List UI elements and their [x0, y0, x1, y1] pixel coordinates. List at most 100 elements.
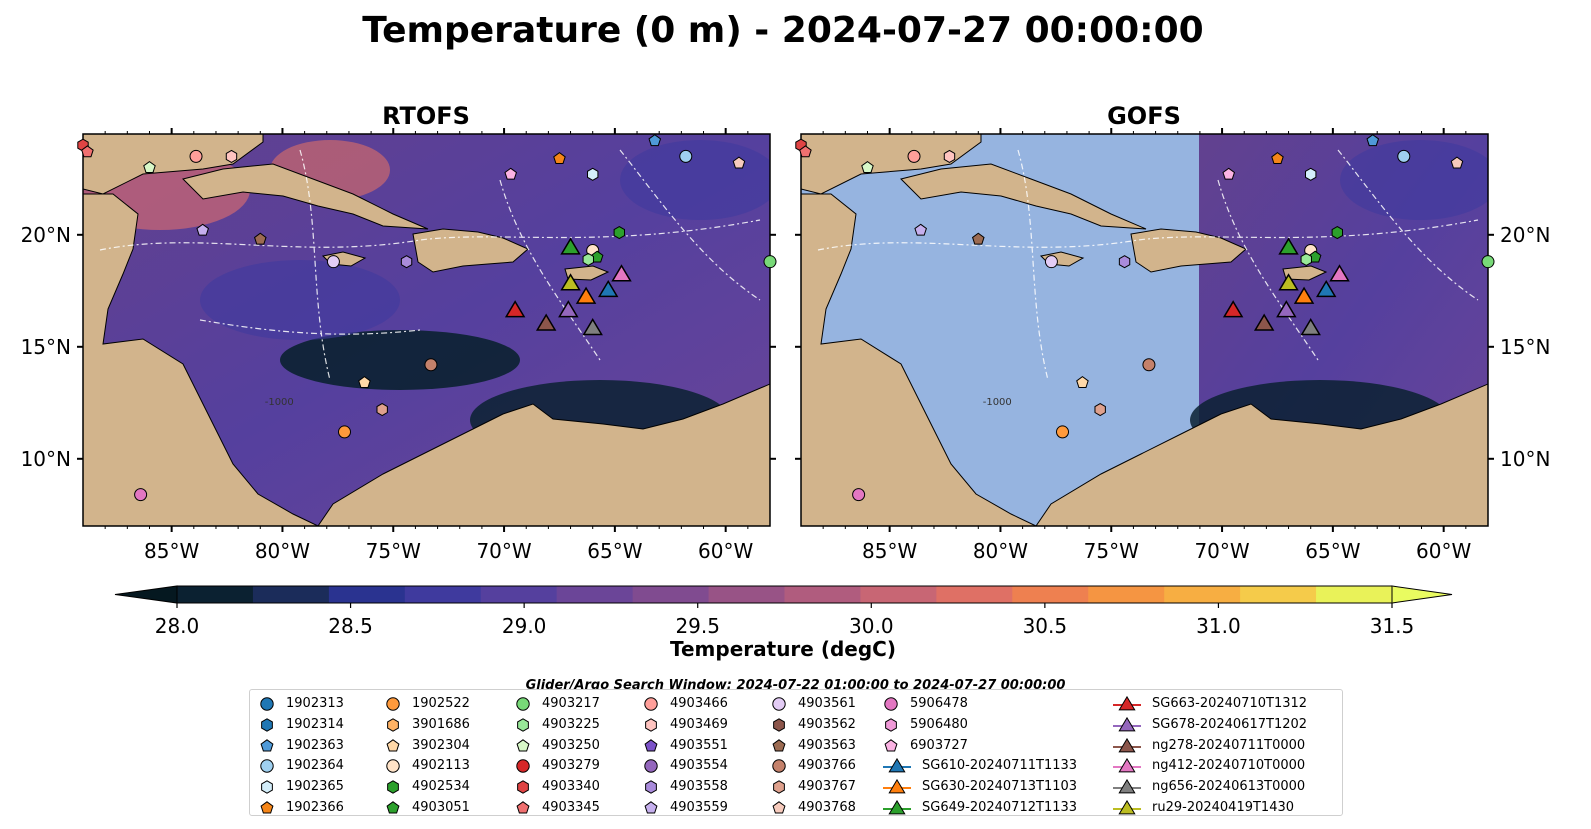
- marker-4903558: [400, 255, 413, 269]
- legend-label: 4903766: [798, 758, 856, 774]
- legend-item: 4903466: [642, 694, 728, 715]
- colorbar-swatch: [1012, 586, 1089, 603]
- legend-label: SG649-20240712T1133: [922, 799, 1078, 815]
- legend-label: 3901686: [412, 717, 470, 733]
- legend-item: 1902314: [258, 715, 344, 736]
- marker-4903217: [763, 255, 777, 269]
- legend-label: 1902522: [412, 696, 470, 712]
- legend-item: 4903345: [514, 797, 600, 818]
- legend-item: ng656-20240613T0000: [1112, 777, 1307, 798]
- lat-tick-label: 10°N: [1500, 447, 1550, 471]
- colorbar-tick-label: 31.5: [1370, 614, 1415, 638]
- circle-marker-icon: [884, 697, 898, 712]
- legend-item: 6903727: [882, 735, 1077, 756]
- legend-item: 5906478: [882, 694, 1077, 715]
- hexagon-marker-icon: [517, 718, 529, 732]
- legend-label: SG663-20240710T1312: [1152, 696, 1308, 712]
- legend-label: 4903051: [412, 799, 470, 815]
- legend-label: 1902313: [286, 696, 344, 712]
- lon-tick-label: 65°W: [587, 539, 642, 563]
- legend-item: ng412-20240710T0000: [1112, 756, 1307, 777]
- legend-label: 4903469: [670, 717, 728, 733]
- legend-label: 4903466: [670, 696, 728, 712]
- marker-1902522: [1056, 425, 1070, 439]
- marker-4903561: [1044, 255, 1058, 269]
- circle-marker-icon: [386, 759, 400, 774]
- marker-SG630-20240713T1103: [575, 286, 597, 304]
- marker-ng278-20240711T0000: [1253, 313, 1275, 331]
- legend-item: 4903217: [514, 694, 600, 715]
- legend-item: 4903551: [642, 735, 728, 756]
- triangle-marker-icon: [1113, 716, 1141, 732]
- triangle-marker-icon: [883, 799, 911, 815]
- pentagon-marker-icon: [772, 738, 786, 752]
- legend-item: SG610-20240711T1133: [882, 756, 1077, 777]
- pentagon-marker-icon: [386, 738, 400, 752]
- legend-item: 1902313: [258, 694, 344, 715]
- bathymetry-contour-label: -1000: [265, 397, 294, 408]
- panel-title-gofs: GOFS: [1107, 102, 1181, 130]
- legend-item: SG663-20240710T1312: [1112, 694, 1307, 715]
- legend-item: 4903563: [770, 735, 856, 756]
- legend-item: 4903767: [770, 777, 856, 798]
- legend-item: 4903768: [770, 797, 856, 818]
- hexagon-marker-icon: [387, 780, 399, 794]
- marker-SG678-20240617T1202: [558, 300, 579, 318]
- legend-label: 4903563: [798, 737, 856, 753]
- colorbar-swatch: [252, 586, 330, 603]
- legend-item: 4903559: [642, 797, 728, 818]
- legend-item: SG630-20240713T1103: [882, 777, 1077, 798]
- pentagon-marker-icon: [386, 800, 400, 814]
- hexagon-marker-icon: [773, 718, 785, 732]
- marker-SG610-20240711T1133: [1315, 279, 1337, 298]
- marker-6903727: [1222, 167, 1236, 180]
- legend-item: 1902366: [258, 797, 344, 818]
- circle-marker-icon: [644, 759, 658, 774]
- colorbar-tick-label: 28.5: [328, 614, 373, 638]
- triangle-marker-icon: [1113, 696, 1141, 711]
- legend-item: 4902113: [384, 756, 470, 777]
- colorbar-swatch: [1088, 586, 1165, 603]
- marker-4903250: [861, 160, 874, 173]
- legend-item: 4902534: [384, 777, 470, 798]
- legend-item: 4903561: [770, 694, 856, 715]
- colorbar-swatch: [784, 586, 862, 603]
- lat-tick-label: 15°N: [21, 335, 71, 359]
- marker-4903469: [225, 149, 238, 163]
- marker-1902364: [679, 149, 693, 163]
- marker-4903250: [143, 160, 156, 173]
- legend-label: 5906478: [910, 696, 968, 712]
- pentagon-marker-icon: [644, 738, 658, 752]
- triangle-marker-icon: [1113, 778, 1141, 794]
- pentagon-marker-icon: [884, 738, 898, 752]
- marker-4903051: [1308, 250, 1322, 263]
- marker-ng412-20240710T0000: [611, 264, 632, 282]
- legend-label: 4903561: [798, 696, 856, 712]
- marker-4903469: [943, 149, 956, 163]
- circle-marker-icon: [260, 759, 274, 774]
- legend-label: ng412-20240710T0000: [1152, 758, 1306, 774]
- circle-marker-icon: [516, 759, 530, 774]
- marker-1902522: [338, 425, 352, 439]
- marker-4903563: [971, 232, 985, 245]
- lon-tick-label: 85°W: [144, 539, 199, 563]
- triangle-marker-icon: [1113, 758, 1141, 773]
- marker-4903558: [1118, 255, 1131, 269]
- colorbar-swatch: [480, 586, 558, 603]
- marker-4903768: [732, 156, 746, 169]
- triangle-marker-icon: [883, 758, 911, 773]
- legend-label: 1902364: [286, 758, 344, 774]
- legend-label: 4903767: [798, 779, 856, 795]
- marker-SG663-20240710T1312: [1222, 300, 1244, 318]
- legend-label: 4903559: [670, 799, 728, 815]
- hexagon-marker-icon: [773, 780, 785, 794]
- marker-1902365: [1305, 167, 1317, 181]
- legend-label: 4903562: [798, 717, 856, 733]
- colorbar-tick-label: 28.0: [155, 614, 200, 638]
- hexagon-marker-icon: [517, 780, 529, 794]
- marker-ng278-20240711T0000: [535, 313, 557, 331]
- legend-label: 4903551: [670, 737, 728, 753]
- triangle-marker-icon: [883, 778, 911, 794]
- colorbar-swatch: [1316, 586, 1393, 603]
- lat-tick-label: 20°N: [1500, 223, 1550, 247]
